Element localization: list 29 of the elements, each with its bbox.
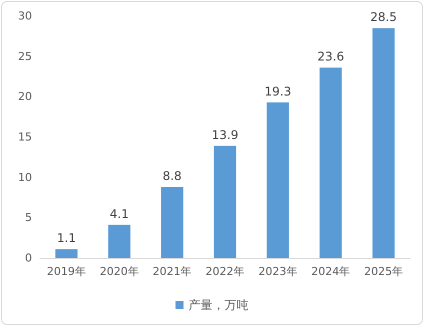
x-tick-label: 2020年 xyxy=(100,265,139,278)
data-label: 13.9 xyxy=(212,128,238,142)
x-tick-label: 2023年 xyxy=(258,265,298,278)
legend-label: 产量，万吨 xyxy=(188,298,248,312)
bar xyxy=(372,28,395,258)
data-label: 23.6 xyxy=(317,50,344,64)
bar xyxy=(55,249,78,258)
bar xyxy=(161,187,184,258)
y-tick-label: 25 xyxy=(18,50,32,63)
bar xyxy=(266,102,289,258)
bar xyxy=(214,146,236,258)
x-tick-label: 2025年 xyxy=(364,265,404,278)
data-label: 4.1 xyxy=(110,206,129,221)
data-label: 28.5 xyxy=(370,10,397,24)
y-tick-label: 20 xyxy=(18,90,32,104)
y-tick-label: 0 xyxy=(25,252,32,264)
y-tick-label: 30 xyxy=(18,10,32,22)
bar xyxy=(108,224,130,258)
x-tick-label: 2021年 xyxy=(152,265,192,278)
x-tick-label: 2019年 xyxy=(46,265,86,278)
x-tick-label: 2024年 xyxy=(311,265,350,278)
bar xyxy=(320,68,342,258)
x-tick-label: 2022年 xyxy=(206,265,244,278)
y-tick-label: 10 xyxy=(18,170,32,184)
y-tick-label: 5 xyxy=(25,211,32,224)
data-label: 19.3 xyxy=(264,84,292,98)
y-tick-label: 15 xyxy=(18,130,32,144)
data-label: 1.1 xyxy=(56,231,76,246)
data-label: 8.8 xyxy=(162,169,182,184)
